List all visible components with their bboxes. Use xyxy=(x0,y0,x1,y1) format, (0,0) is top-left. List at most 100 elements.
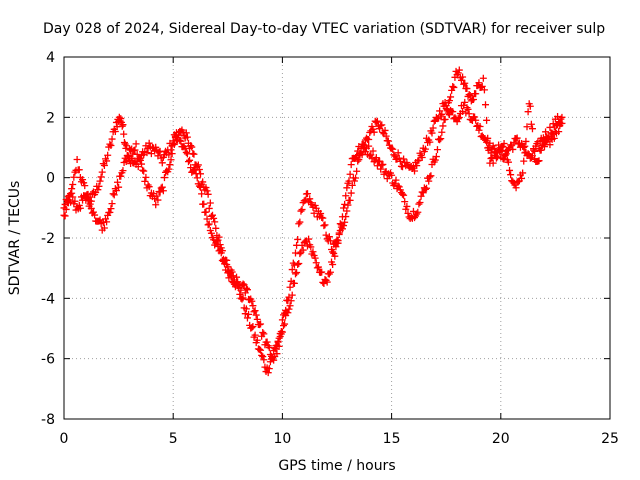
data-point xyxy=(365,142,373,150)
data-point xyxy=(243,314,251,322)
data-point xyxy=(75,166,83,174)
data-point xyxy=(202,184,210,192)
data-point xyxy=(174,134,182,142)
data-point xyxy=(323,278,331,286)
data-point xyxy=(241,310,249,318)
data-point xyxy=(290,279,298,287)
data-point xyxy=(537,146,545,154)
data-point xyxy=(265,365,273,373)
data-point xyxy=(119,167,127,175)
x-axis-label: GPS time / hours xyxy=(278,458,395,474)
data-point xyxy=(426,138,434,146)
x-tick-label: 0 xyxy=(60,431,69,447)
data-point xyxy=(279,322,287,330)
data-point xyxy=(414,208,422,216)
data-point xyxy=(475,126,483,134)
data-point xyxy=(233,273,241,281)
data-point xyxy=(372,154,380,162)
data-point xyxy=(106,140,114,148)
data-point xyxy=(411,214,419,222)
data-point xyxy=(523,123,531,131)
data-point xyxy=(438,110,446,118)
data-point xyxy=(423,184,431,192)
data-point xyxy=(356,150,364,158)
data-point xyxy=(404,209,412,217)
data-point xyxy=(332,243,340,251)
data-point xyxy=(520,143,528,151)
x-tick-label: 15 xyxy=(383,431,401,447)
data-point xyxy=(471,113,479,121)
data-point xyxy=(340,204,348,212)
data-point xyxy=(195,165,203,173)
data-point xyxy=(307,243,315,251)
data-point xyxy=(449,108,457,116)
data-point xyxy=(439,122,447,130)
data-point xyxy=(403,202,411,210)
data-point xyxy=(143,149,151,157)
data-point xyxy=(183,133,191,141)
data-point xyxy=(199,178,207,186)
data-point xyxy=(298,206,306,214)
data-point xyxy=(534,157,542,165)
data-point xyxy=(535,157,543,165)
data-point xyxy=(103,157,111,165)
data-point xyxy=(187,142,195,150)
data-point xyxy=(212,224,220,232)
data-point xyxy=(257,320,265,328)
data-point xyxy=(87,197,95,205)
data-point xyxy=(431,156,439,164)
data-point xyxy=(485,143,493,151)
data-point xyxy=(465,110,473,118)
data-point xyxy=(461,79,469,87)
data-point xyxy=(87,204,95,212)
data-point xyxy=(98,168,106,176)
data-point xyxy=(381,126,389,134)
data-point xyxy=(378,161,386,169)
data-point xyxy=(506,166,514,174)
data-point xyxy=(224,263,232,271)
data-point xyxy=(145,139,153,147)
y-tick-label: -2 xyxy=(41,231,55,247)
data-point xyxy=(165,165,173,173)
data-point xyxy=(464,105,472,113)
data-point xyxy=(211,218,219,226)
data-point xyxy=(450,83,458,91)
data-point xyxy=(100,224,108,232)
data-point xyxy=(436,136,444,144)
data-point xyxy=(527,120,535,128)
data-point xyxy=(550,134,558,142)
data-point xyxy=(278,328,286,336)
data-point xyxy=(197,170,204,178)
data-point xyxy=(411,167,419,175)
data-point xyxy=(287,297,295,305)
data-point xyxy=(416,199,424,207)
data-point xyxy=(265,344,273,352)
data-point xyxy=(159,187,167,195)
data-point xyxy=(310,209,318,217)
data-point xyxy=(319,214,327,222)
data-point xyxy=(253,315,261,323)
data-point xyxy=(484,134,492,142)
x-tick-label: 5 xyxy=(169,431,178,447)
data-point xyxy=(558,119,566,127)
data-point xyxy=(460,80,468,88)
data-point xyxy=(91,211,99,219)
data-point xyxy=(236,290,244,298)
data-point xyxy=(447,93,455,101)
data-point xyxy=(348,181,356,189)
data-point xyxy=(454,115,462,123)
data-point xyxy=(479,74,487,82)
data-point xyxy=(284,309,292,317)
data-point xyxy=(292,270,300,278)
data-point xyxy=(286,283,294,291)
data-point xyxy=(507,171,515,179)
data-point xyxy=(275,342,283,350)
data-point xyxy=(214,236,222,244)
data-point xyxy=(297,207,305,215)
data-point xyxy=(103,218,111,226)
data-point xyxy=(121,140,129,148)
data-point xyxy=(518,174,526,182)
data-point xyxy=(259,328,267,336)
data-point xyxy=(294,235,302,243)
data-point xyxy=(158,159,166,167)
